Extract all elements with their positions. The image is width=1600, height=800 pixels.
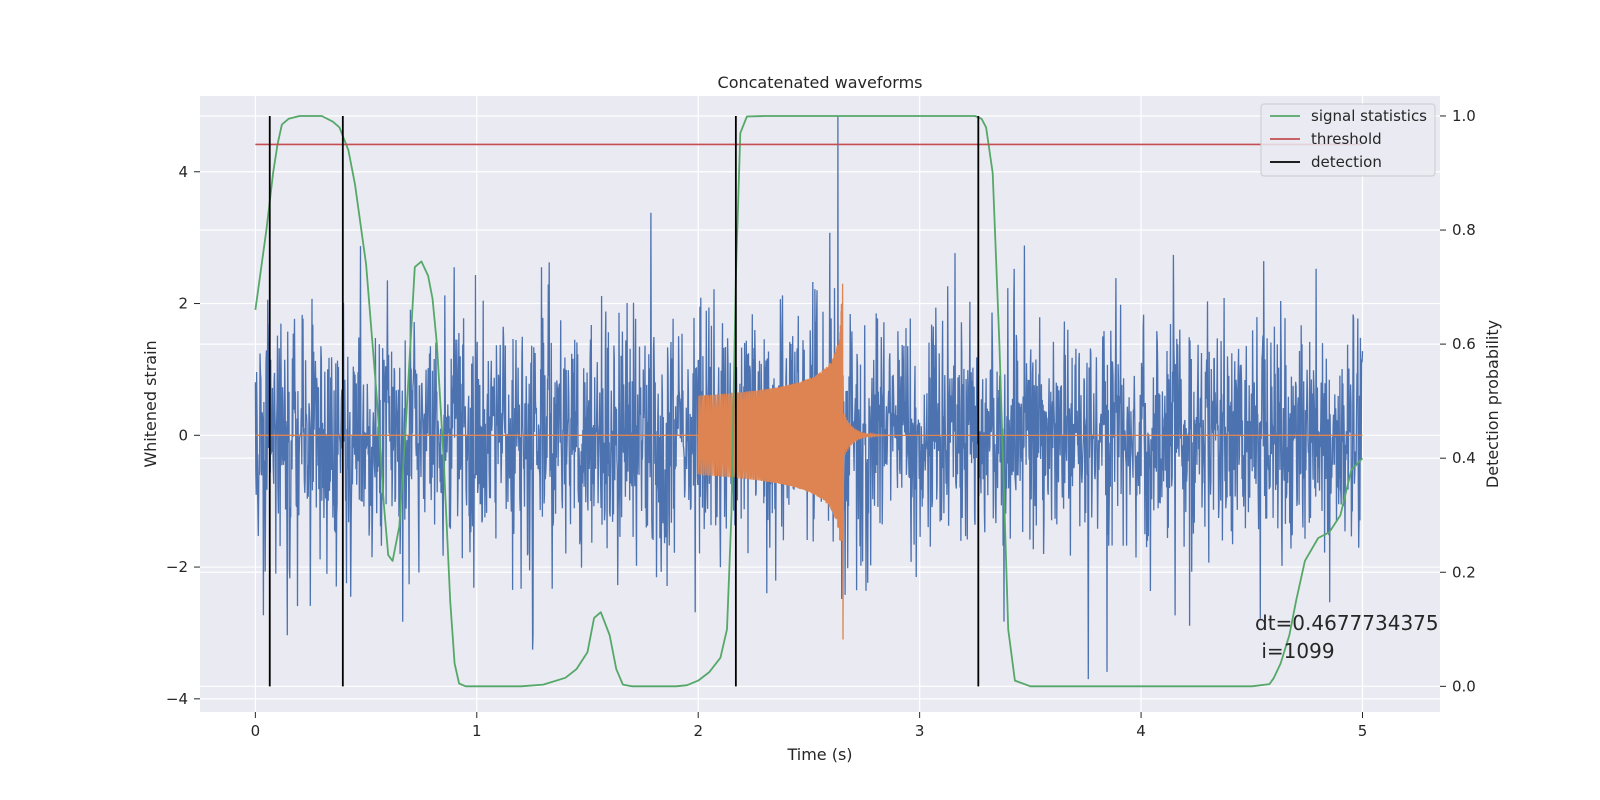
legend-label-signal-statistics: signal statistics	[1311, 107, 1427, 125]
x-tick-label: 3	[915, 722, 925, 740]
x-tick-label: 4	[1136, 722, 1146, 740]
y2-tick-label: 1.0	[1452, 107, 1476, 125]
legend-label-threshold: threshold	[1311, 130, 1382, 148]
y2-axis-label: Detection probability	[1483, 320, 1502, 488]
legend-box	[1260, 103, 1436, 177]
x-tick-label: 2	[693, 722, 703, 740]
y2-tick-label: 0.6	[1452, 335, 1476, 353]
x-tick-label: 5	[1358, 722, 1368, 740]
chart-title: Concatenated waveforms	[718, 73, 923, 92]
legend: signal statistics threshold detection	[1260, 103, 1436, 177]
y-tick-label: −4	[166, 690, 188, 708]
data-layer	[254, 115, 1364, 688]
y-tick-label: 4	[178, 163, 188, 181]
y2-tick-label: 0.2	[1452, 563, 1476, 581]
y-tick-label: 2	[178, 295, 188, 313]
x-tick-label: 1	[472, 722, 482, 740]
y-tick-label: 0	[178, 426, 188, 444]
x-axis-label: Time (s)	[786, 745, 852, 764]
y2-tick-label: 0.0	[1452, 677, 1476, 695]
y2-tick-label: 0.4	[1452, 449, 1476, 467]
y2-tick-label: 0.8	[1452, 221, 1476, 239]
y-tick-label: −2	[166, 558, 188, 576]
annotation-i: i=1099	[1255, 639, 1335, 663]
chirp-series-line	[255, 283, 1363, 640]
annotation-dt: dt=0.4677734375	[1255, 611, 1439, 635]
ticks: 0 1 2 3 4 5 −4 −2 0 2 4 0.0 0.2 0.4 0.6 0.8 1.0	[166, 107, 1476, 740]
signal-statistics-line	[254, 115, 1364, 688]
y-axis-label: Whitened strain	[141, 340, 160, 467]
x-tick-label: 0	[251, 722, 261, 740]
legend-label-detection: detection	[1311, 153, 1382, 171]
